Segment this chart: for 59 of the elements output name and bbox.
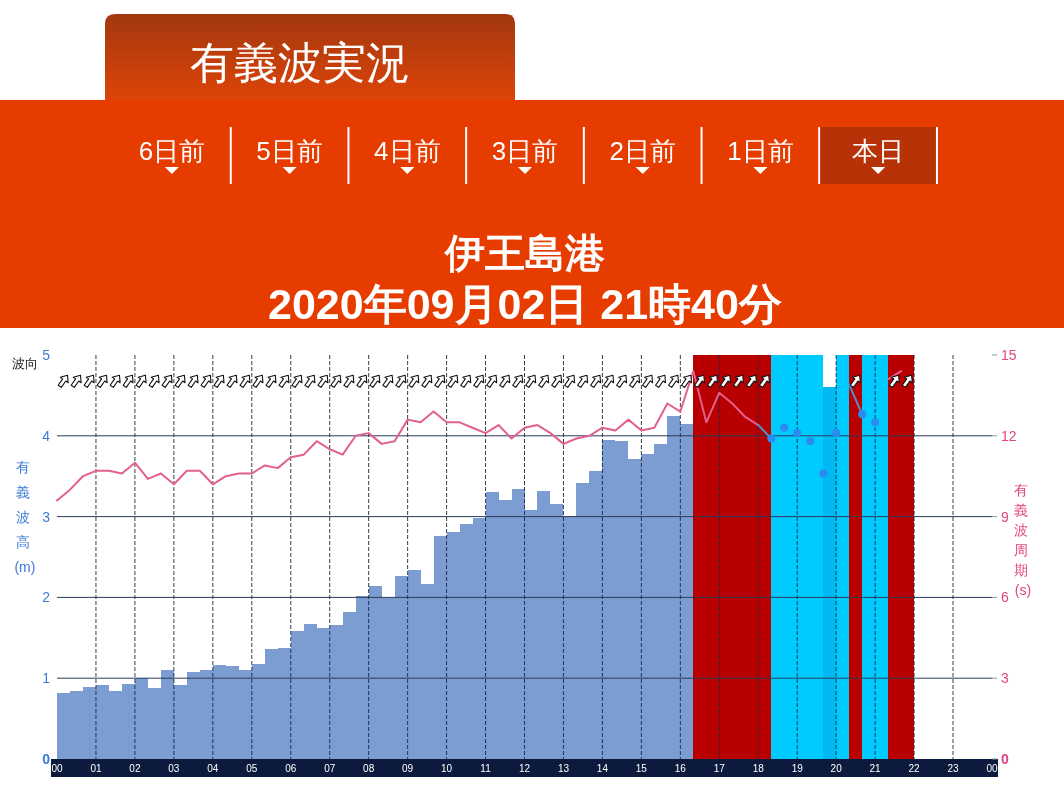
y-tick-label: 0 xyxy=(42,751,51,767)
x-tick-label: 00 xyxy=(986,763,998,774)
x-tick-label: 16 xyxy=(674,763,687,774)
x-tick-label: 14 xyxy=(596,763,609,774)
x-tick-label: 20 xyxy=(830,763,843,774)
x-tick-label: 19 xyxy=(791,763,804,774)
text: 1日前 xyxy=(727,136,794,166)
y2-axis-title: 有義波周期 (s) xyxy=(1010,482,1032,598)
y2-tick-label: 15 xyxy=(1001,347,1017,363)
x-tick-label: 03 xyxy=(168,763,180,774)
point xyxy=(793,429,802,438)
text: 波向 xyxy=(12,356,38,371)
point xyxy=(806,437,815,446)
text: 本日 xyxy=(852,136,905,166)
x-tick-label: 12 xyxy=(518,763,531,774)
x-tick-label: 01 xyxy=(90,763,102,774)
point xyxy=(858,410,867,419)
point xyxy=(832,429,841,438)
y2-tick-label: 3 xyxy=(1001,670,1009,687)
x-tick-label: 07 xyxy=(324,763,336,774)
x-tick-label: 18 xyxy=(752,763,765,774)
chart-title: 伊王島港 xyxy=(443,231,605,275)
text: 4日前 xyxy=(374,136,441,166)
text: 2日前 xyxy=(609,136,676,166)
x-tick-label: 08 xyxy=(363,763,375,774)
y2-tick-label: 9 xyxy=(1001,508,1009,525)
x-tick-label: 09 xyxy=(402,763,414,774)
point xyxy=(819,469,828,478)
x-tick-label: 00 xyxy=(51,763,63,774)
x-tick-label: 22 xyxy=(908,763,921,774)
y-tick-label: 4 xyxy=(42,427,51,444)
y2-tick-label: 6 xyxy=(1001,589,1009,606)
text: 6日前 xyxy=(138,136,206,166)
x-tick-label: 17 xyxy=(713,763,726,774)
x-tick-label: 04 xyxy=(207,763,219,774)
point xyxy=(767,434,776,443)
line-series xyxy=(56,370,760,502)
x-tick-label: 10 xyxy=(441,763,453,774)
text: 有義波実況 xyxy=(190,38,410,87)
y-tick-label: 5 xyxy=(42,347,51,363)
y-tick-label: 1 xyxy=(42,670,51,687)
text: 5日前 xyxy=(256,136,323,166)
x-tick-label: 15 xyxy=(635,763,648,774)
y-tick-label: 2 xyxy=(42,589,51,606)
y2-tick-label: 0 xyxy=(1001,751,1009,767)
x-tick-label: 11 xyxy=(480,763,492,774)
x-tick-label: 02 xyxy=(129,763,141,774)
text: 3日前 xyxy=(491,136,559,166)
x-tick-label: 05 xyxy=(246,763,258,774)
x-tick-label: 06 xyxy=(285,763,297,774)
y-axis-title: 有義波高 (m) xyxy=(10,459,36,575)
y2-tick-label: 12 xyxy=(1001,427,1017,444)
chart-subtitle: 2020年09月02日 21時40分 xyxy=(268,280,782,328)
point xyxy=(780,423,789,432)
x-tick-label: 23 xyxy=(947,763,960,774)
point xyxy=(871,418,880,427)
x-tick-label: 13 xyxy=(557,763,570,774)
x-tick-label: 21 xyxy=(869,763,882,774)
y-tick-label: 3 xyxy=(42,508,51,525)
